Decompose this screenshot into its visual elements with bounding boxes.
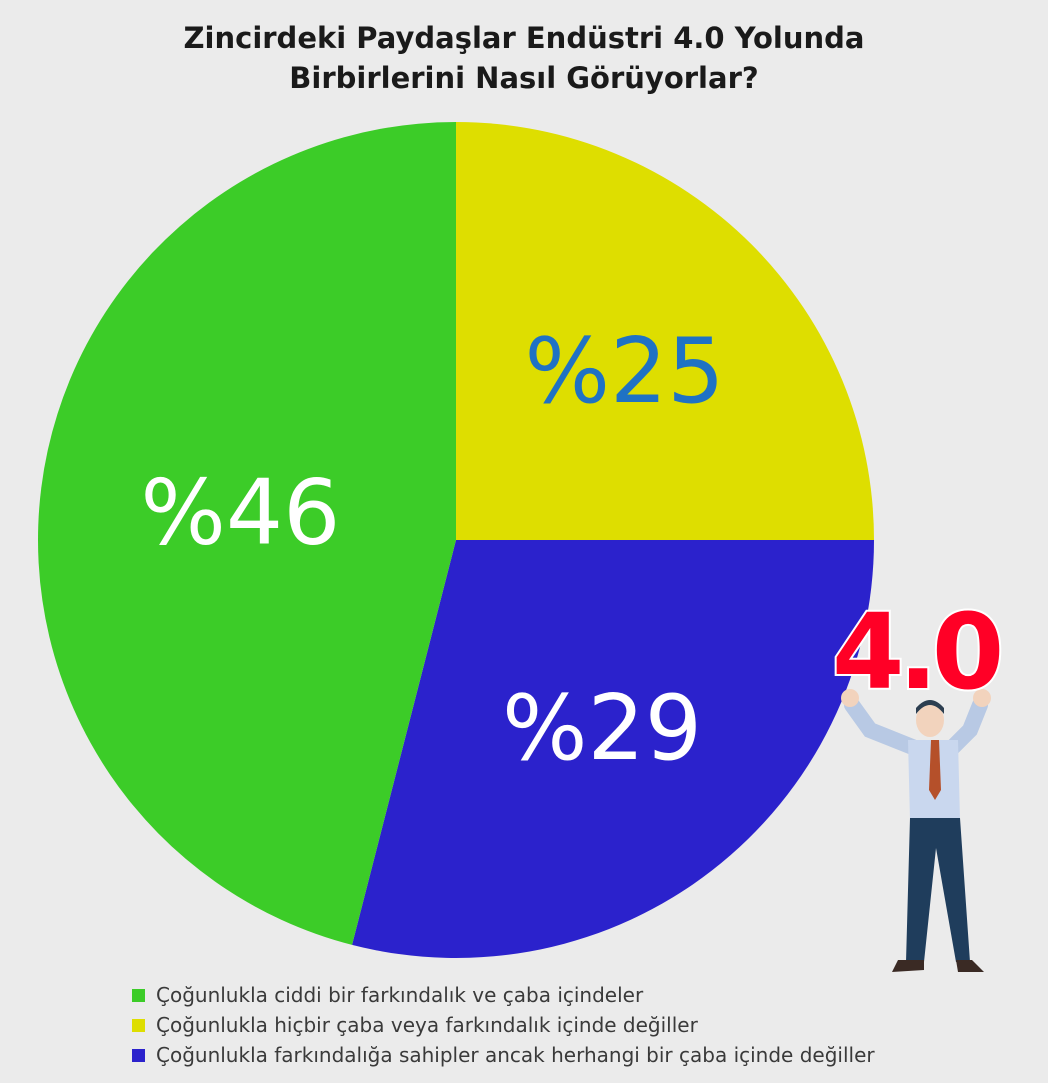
pie-slices [38, 122, 875, 958]
businessman-holding-4-0-sign-illustration: 4.0 [830, 589, 1008, 972]
pie-label-46: %46 [140, 460, 340, 565]
chart-title: Zincirdeki Paydaşlar Endüstri 4.0 Yolund… [0, 18, 1048, 98]
legend-swatch-yellow [132, 1018, 145, 1032]
legend-label: Çoğunlukla farkındalığa sahipler ancak h… [156, 1043, 875, 1067]
pie-labels: %25 %29 %46 [140, 319, 724, 781]
legend: Çoğunlukla ciddi bir farkındalık ve çaba… [132, 980, 875, 1070]
chart-title-line-2: Birbirlerini Nasıl Görüyorlar? [289, 61, 759, 95]
pie-slice-29 [352, 540, 875, 958]
legend-swatch-green [132, 988, 145, 1002]
legend-label: Çoğunlukla hiçbir çaba veya farkındalık … [156, 1013, 698, 1037]
legend-item: Çoğunlukla hiçbir çaba veya farkındalık … [132, 1010, 875, 1040]
legend-swatch-blue [132, 1048, 145, 1062]
pie-label-25: %25 [524, 319, 724, 424]
sign-4-0-text: 4.0 [832, 591, 1000, 713]
legend-item: Çoğunlukla farkındalığa sahipler ancak h… [132, 1040, 875, 1070]
legend-item: Çoğunlukla ciddi bir farkındalık ve çaba… [132, 980, 875, 1010]
pie-slice-25 [456, 122, 874, 540]
pie-label-29: %29 [502, 676, 702, 781]
pie-slice-46 [38, 122, 457, 945]
legend-label: Çoğunlukla ciddi bir farkındalık ve çaba… [156, 983, 644, 1007]
chart-title-line-1: Zincirdeki Paydaşlar Endüstri 4.0 Yolund… [183, 21, 865, 55]
